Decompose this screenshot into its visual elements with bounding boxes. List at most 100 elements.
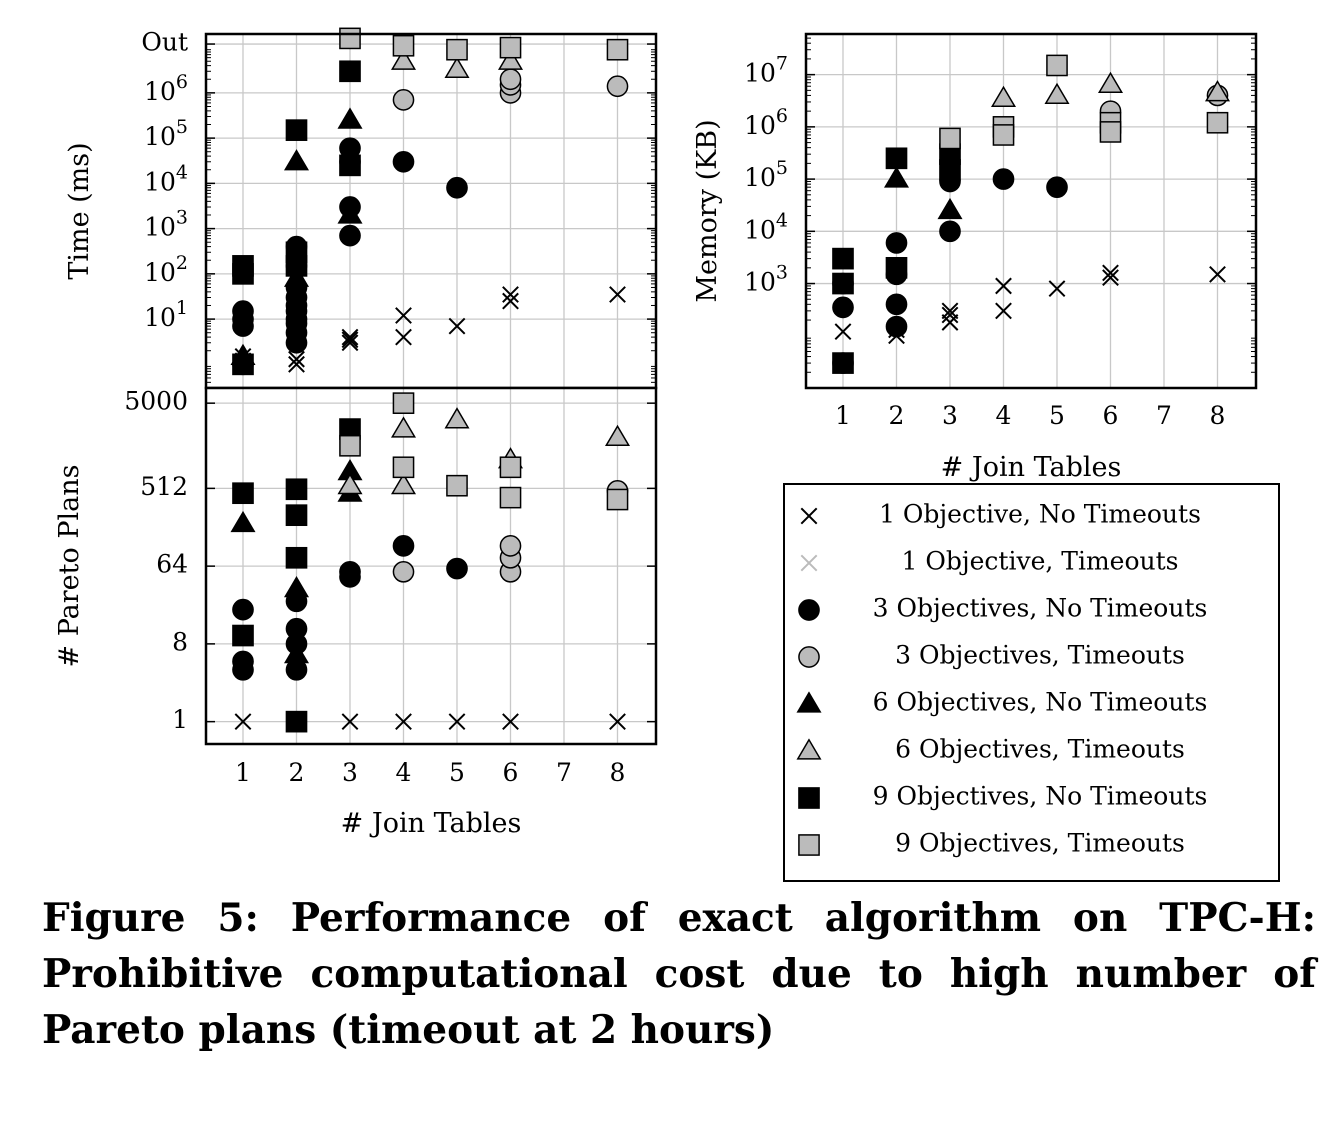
time-panel-point (446, 38, 468, 61)
legend: 1 Objective, No Timeouts 1 Objective, Tim… (783, 483, 1280, 882)
memory-panel-point (939, 127, 961, 150)
pareto-panel-xtick-label: 4 (396, 758, 412, 787)
legend-item-label: 1 Objective, Timeouts (902, 547, 1179, 576)
memory-panel-point (941, 306, 959, 324)
time-panel-point (232, 300, 254, 322)
legend-item-label: 6 Objectives, No Timeouts (873, 688, 1208, 717)
time-panel-point (392, 34, 415, 57)
memory-panel-point (939, 220, 961, 243)
memory-panel-point (1099, 121, 1122, 143)
time-panel-point (337, 107, 363, 129)
pareto-panel-point (499, 535, 522, 557)
time-panel-point (499, 36, 522, 59)
memory-panel-point (834, 323, 852, 341)
circle-marker-icon (798, 646, 820, 668)
pareto-panel-point (234, 713, 252, 731)
memory-panel-xtick-label: 3 (942, 401, 958, 430)
pareto-panel-point (392, 392, 415, 414)
time-panel-ytick-label: Out (141, 28, 188, 57)
time-panel-point (395, 328, 412, 346)
triangle-marker-icon (796, 691, 822, 713)
time-panel-point (285, 119, 308, 141)
memory-panel-point (1048, 280, 1066, 298)
memory-panel-point (885, 256, 908, 279)
time-panel-point (339, 27, 361, 50)
time-panel-point (606, 38, 629, 61)
time-panel-point (285, 241, 308, 264)
time-panel-point (283, 149, 310, 171)
time-panel-point (497, 48, 524, 70)
time-panel-point (390, 48, 417, 70)
time-panel-point (609, 286, 626, 303)
pareto-panel: 1 8 64 512 5000 1 2 3 4 5 6 7 8 # Pareto Plans # Joi… (54, 387, 658, 839)
time-panel-ytick-label: 102 (144, 252, 188, 287)
pareto-panel-ytick-label: 512 (140, 472, 188, 501)
pareto-panel-point (283, 576, 310, 598)
memory-panel-point (937, 197, 963, 220)
time-panel-ytick-label: 101 (144, 297, 188, 332)
time-panel-point (288, 355, 305, 373)
time-panel-point (446, 176, 468, 199)
memory-panel-point (885, 147, 908, 170)
pareto-panel-point (390, 473, 417, 495)
pareto-panel-point (285, 504, 308, 527)
pareto-panel-point (499, 456, 522, 479)
memory-panel-ytick-label: 103 (744, 262, 788, 297)
pareto-panel-point (606, 488, 629, 511)
pareto-panel-point (285, 478, 308, 501)
memory-panel-point (885, 293, 908, 316)
pareto-panel-xtick-label: 7 (556, 758, 572, 787)
time-panel-point (341, 334, 359, 352)
pareto-panel-xtick-label: 6 (503, 758, 519, 787)
memory-panel-point (1046, 176, 1068, 199)
time-panel-point (395, 307, 412, 324)
memory-panel: 103 104 105 106 107 1 2 3 4 5 6 7 8 Memory (KB) # Jo… (692, 32, 1258, 483)
memory-panel-point (992, 124, 1015, 146)
pareto-panel-point (339, 560, 361, 583)
cross-marker-icon (800, 554, 818, 572)
triangle-marker-icon (796, 738, 822, 760)
pareto-panel-point (392, 456, 415, 479)
time-panel-point (337, 202, 363, 224)
time-panel-point (341, 328, 359, 346)
time-panel-ytick-label: 105 (144, 116, 188, 151)
pareto-panel-point (448, 713, 466, 731)
pareto-panel-point (609, 713, 626, 731)
pareto-panel-point (285, 710, 308, 733)
time-panel-point (502, 286, 519, 303)
pareto-panel-point (230, 510, 256, 533)
memory-panel-point (992, 168, 1015, 190)
memory-panel-ytick-label: 104 (744, 209, 788, 244)
memory-panel-point (1097, 71, 1124, 94)
square-marker-icon (798, 834, 820, 856)
time-panel-point (232, 255, 254, 277)
legend-item: 9 Objectives, No Timeouts (798, 782, 1207, 811)
legend-item: 3 Objectives, No Timeouts (798, 594, 1208, 623)
pareto-panel-point (341, 713, 359, 731)
pareto-panel-point (390, 416, 417, 438)
pareto-panel-point (444, 407, 470, 429)
memory-y-label: Memory (KB) (692, 119, 723, 302)
pareto-panel-point (339, 434, 361, 457)
memory-panel-point (990, 85, 1017, 108)
memory-panel-point (883, 166, 910, 188)
legend-item-label: 9 Objectives, Timeouts (895, 829, 1185, 858)
legend-item: 1 Objective, Timeouts (800, 547, 1179, 576)
memory-panel-ytick-label: 107 (744, 53, 788, 88)
pareto-panel-point (285, 617, 308, 640)
pareto-panel-point (232, 482, 254, 505)
time-panel-point (499, 68, 522, 91)
memory-panel-point (885, 232, 908, 254)
pareto-panel-point (502, 713, 519, 731)
time-panel: 101 102 103 104 105 106 Out Time (ms) (64, 27, 658, 390)
legend-item: 3 Objectives, Timeouts (798, 641, 1185, 670)
time-panel-point (288, 350, 305, 368)
memory-panel-point (832, 272, 854, 295)
pareto-panel-point (232, 598, 254, 621)
memory-panel-point (832, 296, 854, 319)
pareto-x-label: # Join Tables (341, 808, 522, 839)
memory-panel-xtick-label: 2 (889, 401, 905, 430)
legend-item-label: 6 Objectives, Timeouts (895, 735, 1185, 764)
legend-item-label: 3 Objectives, No Timeouts (873, 594, 1208, 623)
time-panel-point (392, 89, 415, 111)
